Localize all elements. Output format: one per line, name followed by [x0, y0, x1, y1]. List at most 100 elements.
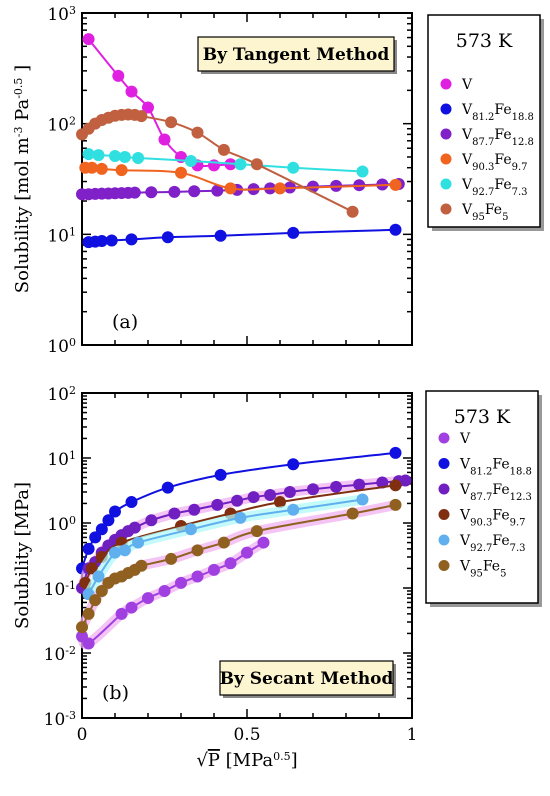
panel-b-series-3-point [389, 479, 402, 492]
panel-b-series-5-point [389, 498, 402, 511]
panel-a-legend-marker-0 [440, 78, 452, 90]
panel-b-series-2-point [145, 514, 158, 527]
panel-b-legend-label-1: V81.2Fe18.8 [459, 457, 532, 478]
panel-b-series-0-point [224, 557, 237, 570]
panel-a-ytick-label: 103 [47, 4, 76, 26]
panel-b-legend-label-3: V90.3Fe9.7 [459, 508, 526, 529]
panel-a-series-4-point [109, 150, 121, 163]
panel-a-series-4-point [82, 148, 95, 161]
panel-b-series-0-point [175, 576, 187, 589]
panel-b-series-5-point [95, 584, 108, 597]
panel-a-series-5-point [217, 143, 230, 156]
panel-b-series-5-point [346, 507, 359, 520]
panel-b-xtick-label: 0.5 [233, 725, 260, 745]
panel-b-ytick-label: 100 [47, 514, 76, 536]
panel-b-series-0-point [208, 563, 220, 576]
panel-b-ytick-label: 10-2 [44, 644, 76, 666]
panel-b-series-2-point [168, 507, 181, 520]
panel-b-legend-marker-3 [438, 509, 450, 520]
panel-b-series-1-point [287, 458, 300, 471]
panel-a-series-4-point [118, 150, 131, 163]
panel-b-series-4-point [287, 503, 300, 516]
panel-b-series-0-point [158, 584, 171, 597]
panel-a-legend-label-0: V [461, 77, 473, 93]
panel-b-ytick-label: 101 [47, 449, 76, 471]
panel-a-series-4-point [234, 158, 247, 171]
panel-a-series-4-point [92, 149, 105, 162]
panel-b-series-2-point [247, 491, 260, 504]
panel-b-series-1-point [89, 531, 102, 544]
panel-b-series-0-point [142, 592, 154, 605]
panel-a-series-1-point [287, 226, 300, 239]
panel-a-series-3-point [274, 182, 286, 195]
panel-b-legend-marker-1 [438, 458, 450, 469]
panel-b-legend-marker-5 [438, 560, 450, 571]
panel-b-series-2-point [376, 476, 389, 489]
panel-b-series-2-point [283, 485, 296, 498]
panel-b-series-5-point [217, 536, 230, 549]
panel-a-series-4-point [356, 165, 369, 178]
panel-b-ytick-label: 102 [47, 384, 76, 406]
panel-a-y-axis-title: Solubility [mol m-3 Pa-0.5 ] [12, 65, 34, 293]
panel-b-ytick-label: 10-1 [44, 579, 76, 601]
panel-b-series-5-point [135, 559, 148, 572]
panel-a-legend-box [427, 14, 541, 228]
panel-a-legend-marker-5 [440, 203, 452, 215]
panel-a-series-5-point [191, 126, 204, 139]
panel-a-tangent: 100 101 102 103 Solubility [mol m-3 Pa-0.5 ]… [12, 4, 544, 357]
panel-b-ytick-label: 10-3 [44, 709, 76, 731]
panel-a-legend-marker-1 [440, 103, 452, 115]
panel-b-series-5-point [165, 552, 178, 565]
panel-b-series-2-point [330, 480, 343, 493]
panel-b-series-2-point [231, 494, 244, 507]
panel-b-series-5-point [82, 607, 95, 620]
panel-b-series-1-point [161, 481, 174, 494]
panel-b-series-0-point [82, 637, 95, 650]
panel-b-series-1-point [102, 514, 115, 527]
panel-a-legend-title: 573 K [456, 30, 513, 52]
panel-a-series-5-point [250, 158, 263, 171]
panel-b-y-axis-title: Solubility [MPa] [12, 482, 33, 629]
panel-b-legend-marker-2 [438, 483, 450, 495]
panel-b-series-2-point [353, 478, 366, 491]
panel-a-series-1-point [161, 231, 174, 244]
panel-a-legend-marker-4 [440, 178, 452, 190]
panel-a-series-3-point [389, 178, 402, 191]
panel-b-series-4-point [234, 511, 247, 524]
panel-b-secant: 10-3 10-2 10-1 100 101 102 0 0.5 1 Solubility [MP… [12, 384, 542, 771]
panel-a-series-4-point [184, 154, 197, 167]
panel-b-series-0-point [257, 536, 270, 549]
panel-b-series-2-point [188, 503, 201, 516]
panel-b-series-4-point [109, 546, 121, 559]
panel-b-series-1-point [125, 496, 138, 509]
panel-a-series-0-point [82, 33, 95, 46]
panel-a-series-1-point [214, 229, 227, 242]
panel-b-series-4-point [184, 523, 197, 536]
panel-a-series-2-point [211, 184, 224, 197]
panel-a-series-3-point [224, 182, 237, 195]
panel-b-series-3-point [85, 562, 98, 575]
panel-b-series-5-point [89, 594, 102, 607]
panel-a-legend-label-5: V95Fe5 [461, 202, 508, 223]
panel-a-series-1-point [125, 233, 138, 246]
panel-b-series-3-point [274, 496, 286, 509]
panel-b-method-box [219, 660, 394, 696]
panel-b-series-5-point [250, 525, 263, 538]
panel-b-legend-marker-4 [438, 534, 450, 546]
panel-a-legend-label-3: V90.3Fe9.7 [461, 152, 528, 173]
panel-a-series-5-point [135, 110, 148, 123]
panel-b-series-1-point [82, 542, 95, 555]
panel-b-series-0-point [241, 546, 253, 559]
panel-b-series-1-point [389, 446, 402, 459]
panel-a-series-1-point [95, 235, 108, 248]
panel-b-series-4-point [356, 493, 369, 506]
panel-a-series-4-point [287, 161, 300, 174]
panel-a-legend-marker-2 [440, 128, 452, 140]
panel-a-panel-label: (a) [112, 311, 138, 333]
panel-a-ytick-label: 102 [47, 114, 76, 136]
panel-a-series-5-point [346, 205, 359, 218]
panel-b-series-5-point [76, 621, 88, 634]
panel-a-method-label: By Tangent Method [203, 45, 390, 65]
panel-b-xtick-label: 1 [407, 725, 418, 745]
panel-b-series-1-point [109, 505, 121, 518]
